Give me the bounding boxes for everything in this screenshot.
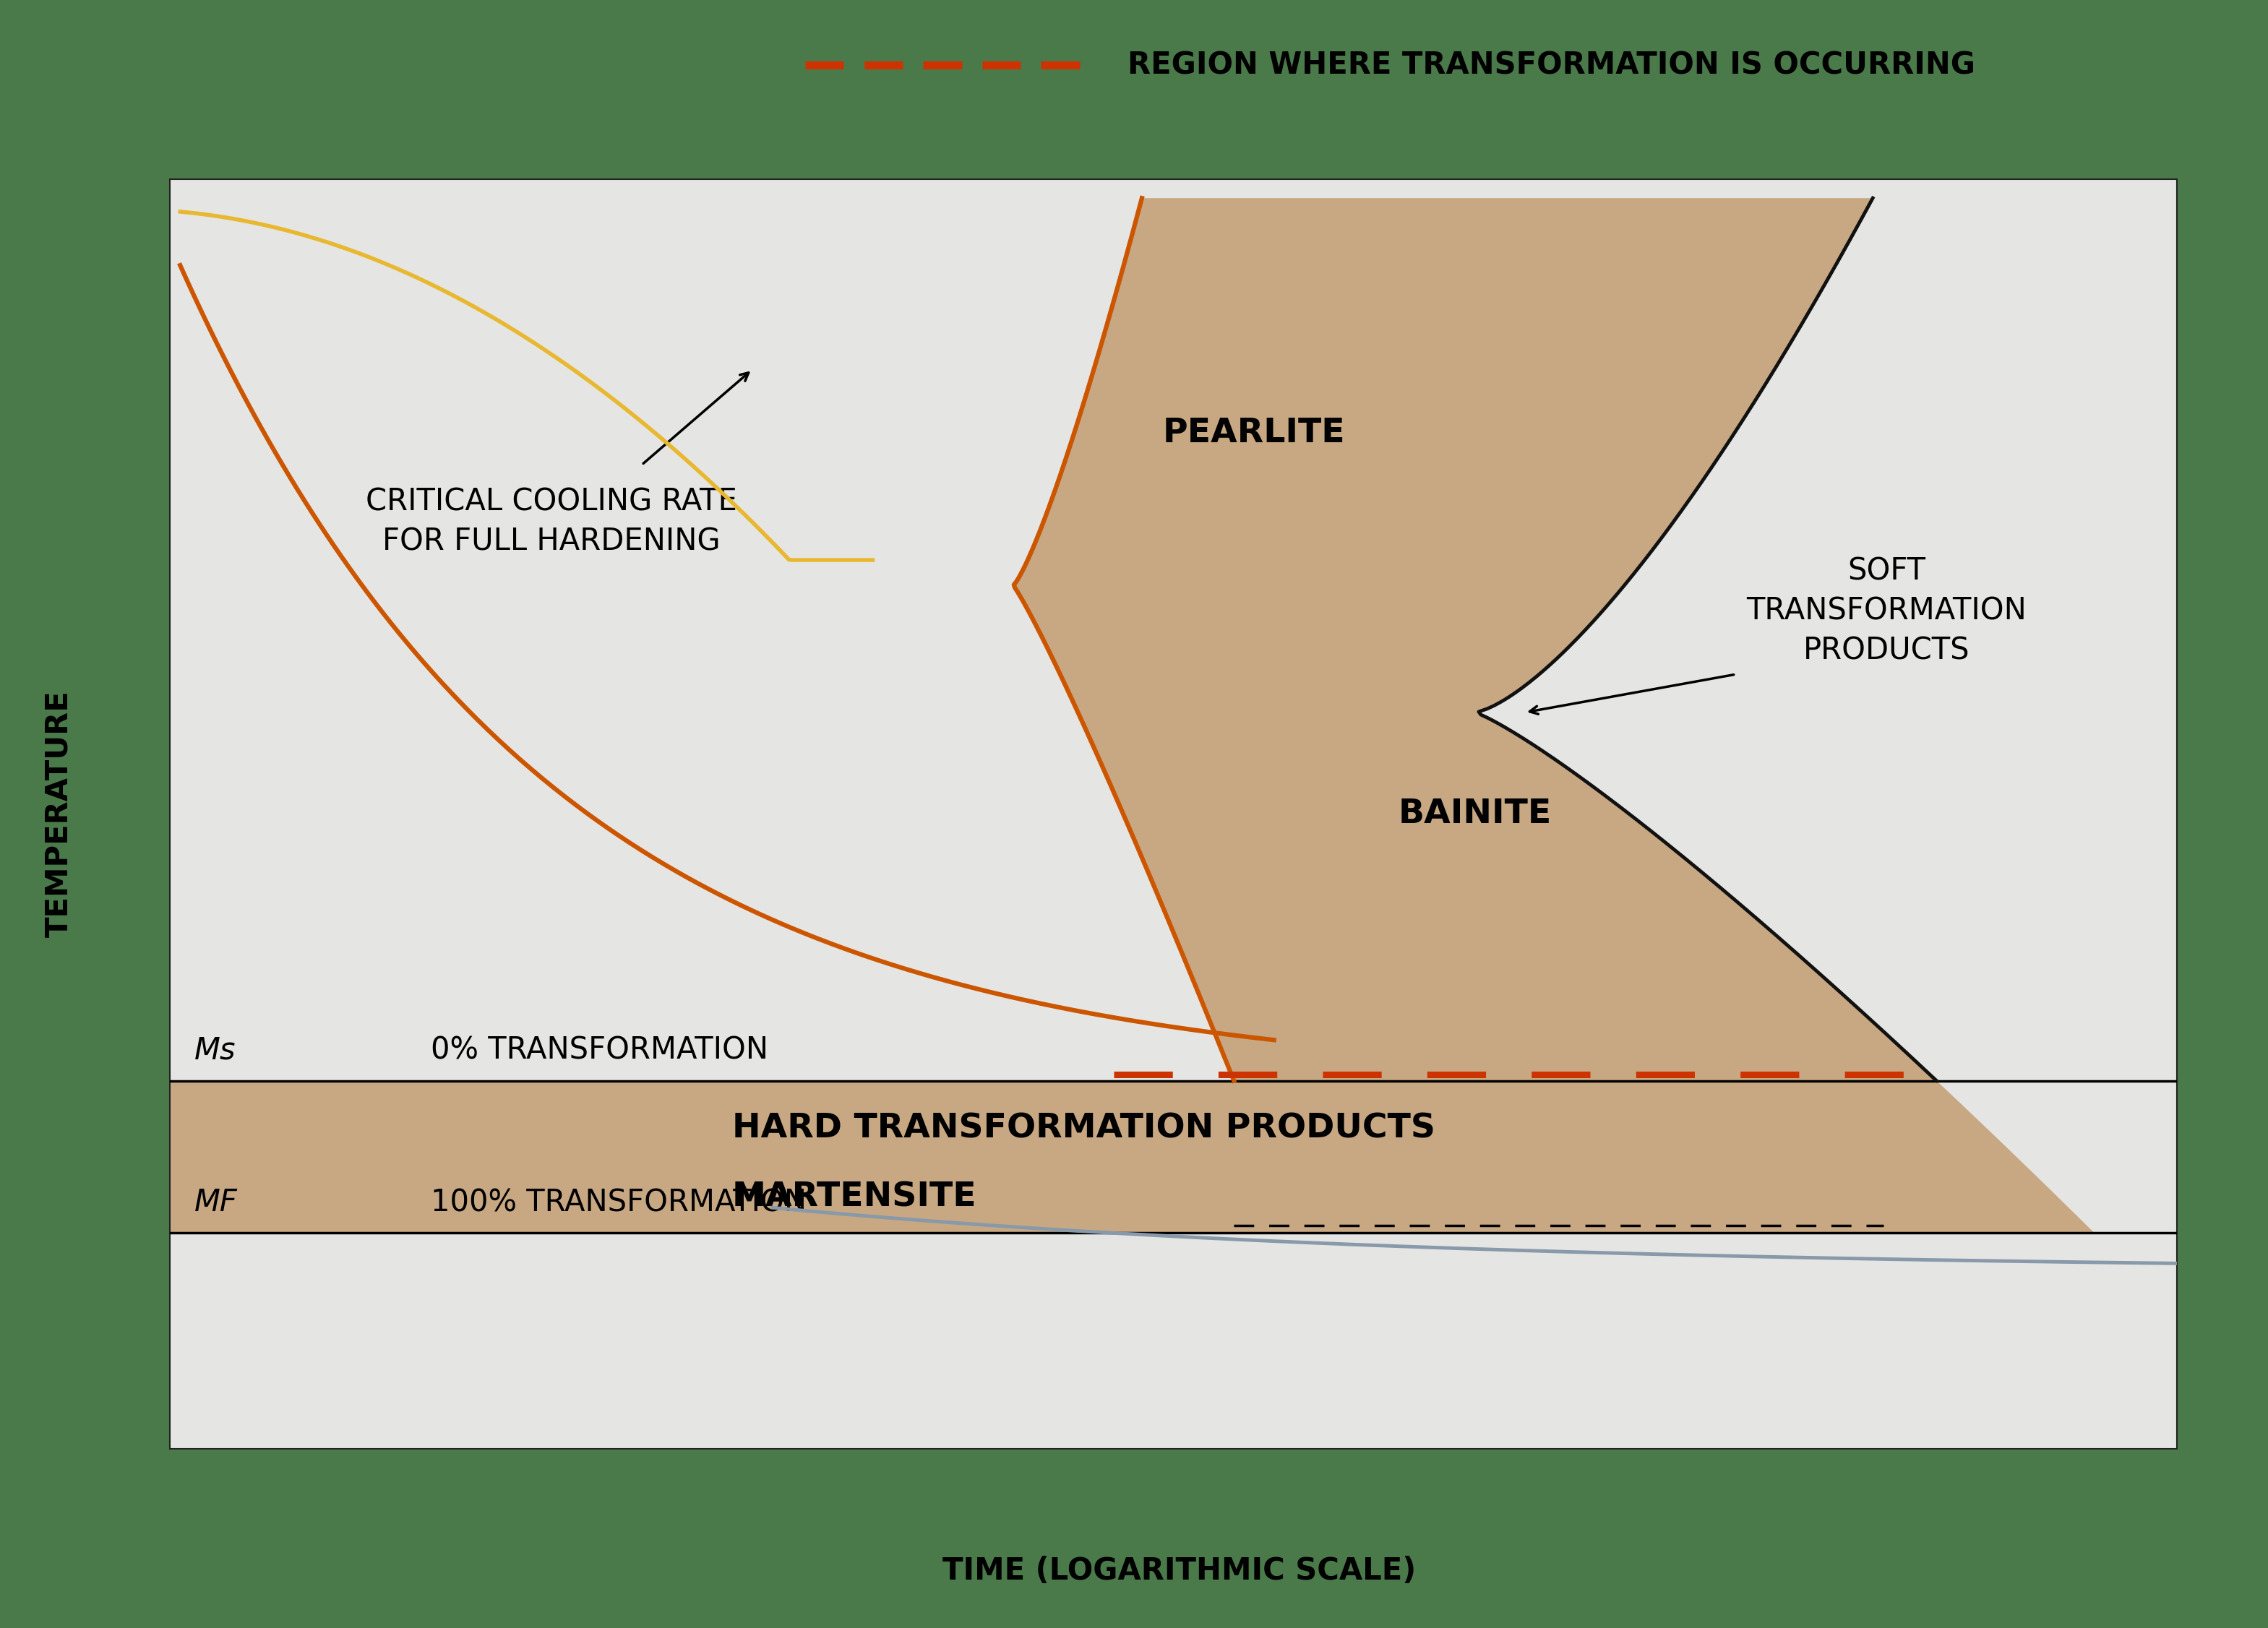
Text: REGION WHERE TRANSFORMATION IS OCCURRING: REGION WHERE TRANSFORMATION IS OCCURRING <box>1127 50 1975 80</box>
Polygon shape <box>1014 199 1937 1081</box>
Text: HARD TRANSFORMATION PRODUCTS: HARD TRANSFORMATION PRODUCTS <box>733 1112 1436 1144</box>
Polygon shape <box>170 1081 2093 1232</box>
Text: TIME (LOGARITHMIC SCALE): TIME (LOGARITHMIC SCALE) <box>943 1556 1415 1586</box>
Text: MARTENSITE: MARTENSITE <box>733 1182 978 1214</box>
Text: BAINITE: BAINITE <box>1397 798 1551 830</box>
Text: 0% TRANSFORMATION: 0% TRANSFORMATION <box>431 1035 769 1065</box>
Text: CRITICAL COOLING RATE
FOR FULL HARDENING: CRITICAL COOLING RATE FOR FULL HARDENING <box>365 487 737 557</box>
Text: PEARLITE: PEARLITE <box>1163 417 1345 449</box>
Text: 100% TRANSFORMATION: 100% TRANSFORMATION <box>431 1187 807 1218</box>
Text: Ms: Ms <box>195 1035 236 1065</box>
Text: SOFT
TRANSFORMATION
PRODUCTS: SOFT TRANSFORMATION PRODUCTS <box>1746 555 2025 666</box>
Text: TEMPERATURE: TEMPERATURE <box>43 690 75 938</box>
Text: MF: MF <box>195 1187 238 1218</box>
